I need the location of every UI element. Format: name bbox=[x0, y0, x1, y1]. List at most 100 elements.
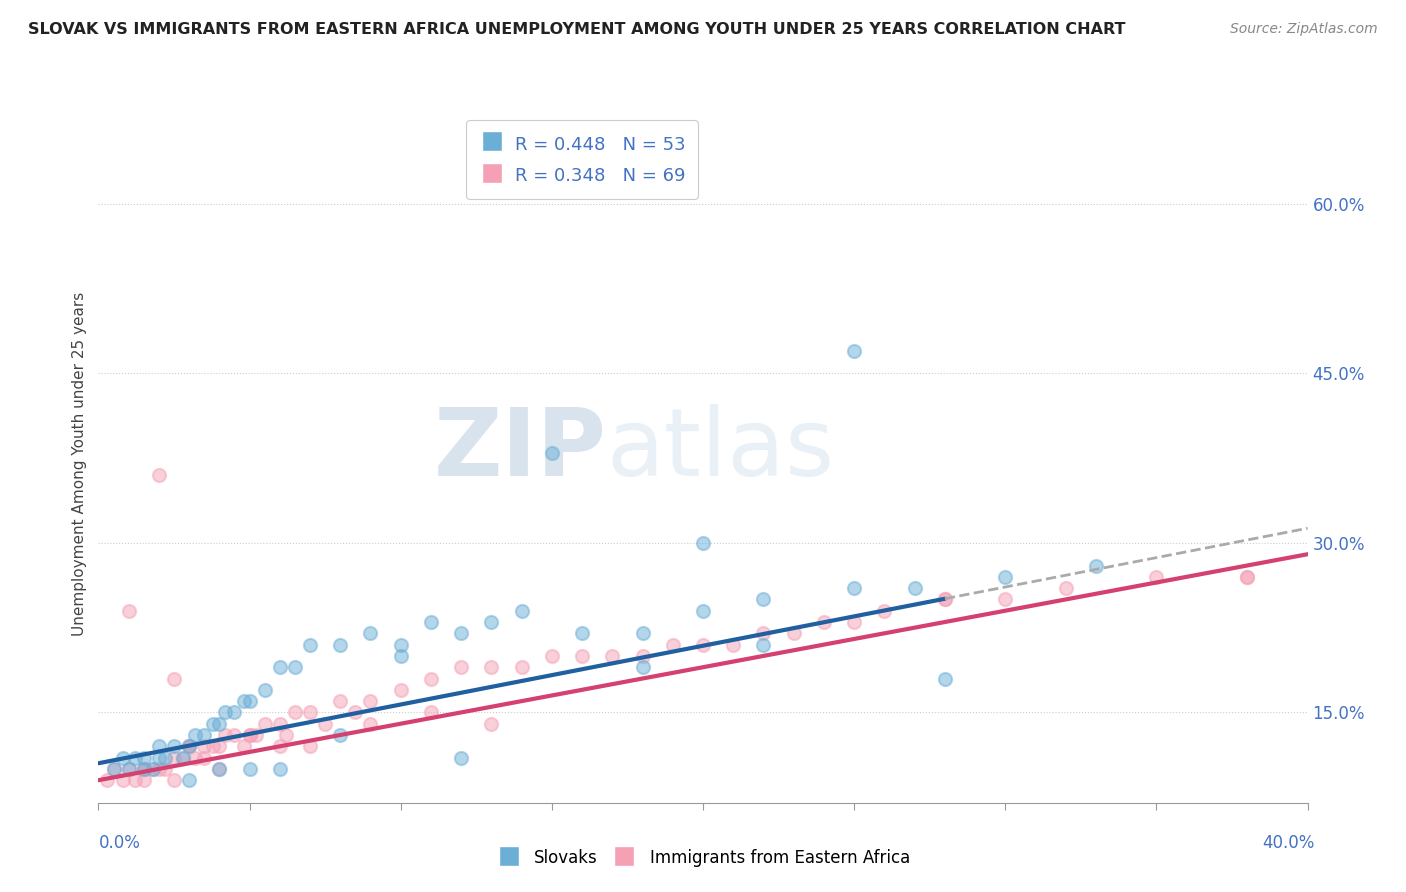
Point bbox=[132, 750, 155, 764]
Point bbox=[239, 728, 262, 742]
Point bbox=[163, 773, 186, 788]
Point bbox=[202, 739, 225, 754]
Point bbox=[389, 648, 412, 663]
Point bbox=[692, 604, 714, 618]
Point bbox=[389, 638, 412, 652]
Point bbox=[420, 615, 443, 629]
Point bbox=[214, 728, 236, 742]
Point bbox=[232, 694, 254, 708]
Point bbox=[172, 750, 194, 764]
Point bbox=[163, 672, 186, 686]
Legend: Slovaks, Immigrants from Eastern Africa: Slovaks, Immigrants from Eastern Africa bbox=[489, 841, 917, 875]
Point bbox=[571, 626, 593, 640]
Point bbox=[510, 604, 533, 618]
Point bbox=[111, 750, 134, 764]
Text: Source: ZipAtlas.com: Source: ZipAtlas.com bbox=[1230, 22, 1378, 37]
Point bbox=[994, 592, 1017, 607]
Point bbox=[329, 638, 352, 652]
Point bbox=[510, 660, 533, 674]
Point bbox=[299, 706, 322, 720]
Point bbox=[163, 739, 186, 754]
Point bbox=[723, 638, 745, 652]
Point bbox=[420, 672, 443, 686]
Point bbox=[253, 682, 276, 697]
Point bbox=[132, 762, 155, 776]
Point bbox=[692, 638, 714, 652]
Point bbox=[389, 682, 412, 697]
Point bbox=[124, 750, 146, 764]
Point bbox=[299, 739, 322, 754]
Point bbox=[148, 468, 170, 483]
Point bbox=[481, 660, 503, 674]
Point bbox=[142, 762, 165, 776]
Point bbox=[118, 604, 141, 618]
Point bbox=[142, 762, 165, 776]
Point bbox=[1054, 581, 1077, 595]
Point bbox=[284, 706, 307, 720]
Point bbox=[193, 739, 215, 754]
Point bbox=[179, 739, 201, 754]
Point bbox=[184, 728, 207, 742]
Point bbox=[360, 626, 382, 640]
Point bbox=[329, 728, 352, 742]
Point bbox=[540, 648, 562, 663]
Point bbox=[571, 648, 593, 663]
Point bbox=[193, 750, 215, 764]
Point bbox=[360, 716, 382, 731]
Point bbox=[844, 581, 866, 595]
Point bbox=[873, 604, 896, 618]
Point bbox=[360, 694, 382, 708]
Point bbox=[934, 672, 956, 686]
Point bbox=[208, 739, 231, 754]
Y-axis label: Unemployment Among Youth under 25 years: Unemployment Among Youth under 25 years bbox=[72, 292, 87, 636]
Point bbox=[934, 592, 956, 607]
Point bbox=[481, 615, 503, 629]
Point bbox=[269, 716, 291, 731]
Point bbox=[631, 660, 654, 674]
Legend: R = 0.448   N = 53, R = 0.348   N = 69: R = 0.448 N = 53, R = 0.348 N = 69 bbox=[465, 120, 699, 199]
Point bbox=[752, 592, 775, 607]
Point bbox=[420, 706, 443, 720]
Point bbox=[904, 581, 927, 595]
Point bbox=[844, 343, 866, 358]
Point bbox=[344, 706, 367, 720]
Point bbox=[269, 660, 291, 674]
Point bbox=[118, 762, 141, 776]
Point bbox=[202, 716, 225, 731]
Point bbox=[148, 750, 170, 764]
Point bbox=[232, 739, 254, 754]
Point bbox=[450, 750, 472, 764]
Point bbox=[148, 739, 170, 754]
Point bbox=[124, 773, 146, 788]
Point bbox=[813, 615, 835, 629]
Point bbox=[193, 728, 215, 742]
Point bbox=[269, 762, 291, 776]
Point bbox=[752, 626, 775, 640]
Point bbox=[153, 750, 176, 764]
Point bbox=[224, 728, 246, 742]
Point bbox=[208, 762, 231, 776]
Point bbox=[329, 694, 352, 708]
Point bbox=[631, 626, 654, 640]
Point bbox=[245, 728, 267, 742]
Point bbox=[111, 773, 134, 788]
Text: atlas: atlas bbox=[606, 404, 835, 496]
Point bbox=[1144, 570, 1167, 584]
Point bbox=[692, 536, 714, 550]
Point bbox=[103, 762, 125, 776]
Text: 0.0%: 0.0% bbox=[98, 834, 141, 852]
Point bbox=[118, 762, 141, 776]
Point bbox=[934, 592, 956, 607]
Point bbox=[1236, 570, 1258, 584]
Point bbox=[179, 739, 201, 754]
Text: SLOVAK VS IMMIGRANTS FROM EASTERN AFRICA UNEMPLOYMENT AMONG YOUTH UNDER 25 YEARS: SLOVAK VS IMMIGRANTS FROM EASTERN AFRICA… bbox=[28, 22, 1126, 37]
Point bbox=[844, 615, 866, 629]
Point bbox=[132, 762, 155, 776]
Point bbox=[239, 762, 262, 776]
Point bbox=[299, 638, 322, 652]
Point bbox=[184, 750, 207, 764]
Point bbox=[132, 773, 155, 788]
Point bbox=[994, 570, 1017, 584]
Point bbox=[269, 739, 291, 754]
Point bbox=[253, 716, 276, 731]
